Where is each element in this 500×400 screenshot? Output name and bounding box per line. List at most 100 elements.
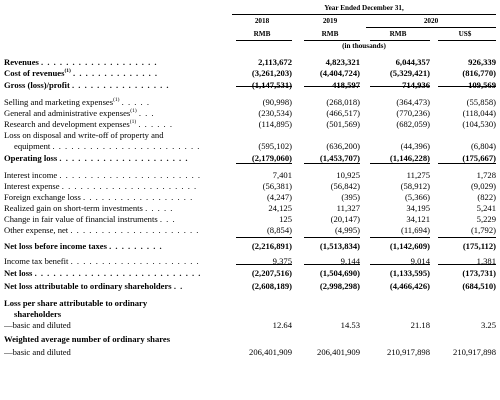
row-label-text: Income tax benefit xyxy=(4,256,69,266)
leader-dots: . . . . . . . . . . . . . . . . . . . . … xyxy=(70,225,200,235)
footnote-marker: (1) xyxy=(129,119,137,126)
footnote-marker: (1) xyxy=(130,108,137,115)
cell-2019-value: 4,823,321 xyxy=(325,57,360,67)
row-label-text: Cost of revenues xyxy=(4,68,65,78)
cell-2020-rmb-value: 34,195 xyxy=(406,203,430,213)
year-2020-heading: 2020 xyxy=(423,17,439,25)
row-label: Operating loss . . . . . . . . . . . . .… xyxy=(4,153,232,163)
leader-dots: . . . . . . . . . . . . . . . . . . xyxy=(83,192,194,202)
leader-dots: . . . . . . . . . . . . . . . . xyxy=(71,80,170,90)
row-label: —basic and diluted xyxy=(4,320,232,330)
cell-2020-usd-value: 109,569 xyxy=(468,80,496,90)
row-label-text: Loss on disposal and write-off of proper… xyxy=(4,130,164,140)
row-label-text: Revenues xyxy=(4,57,39,67)
cell-2018-value: (4,247) xyxy=(266,192,292,202)
subtotal-rule-operating-col1 xyxy=(236,163,292,164)
row-label-text: Loss per share attributable to ordinary xyxy=(4,298,148,308)
cell-2019-value: 9,144 xyxy=(340,256,360,266)
subtotal-rule-pretax-col4 xyxy=(438,237,496,238)
cell-2018-value: (2,207,516) xyxy=(251,268,292,278)
units-note: (in thousands) xyxy=(342,42,386,50)
year-2019-heading: 2019 xyxy=(322,17,338,25)
row-label: Gross (loss)/profit . . . . . . . . . . … xyxy=(4,80,232,90)
cell-2018-value: (230,534) xyxy=(258,108,292,118)
row-label-text: Gross (loss)/profit xyxy=(4,80,70,90)
row-label: Weighted average number of ordinary shar… xyxy=(4,334,232,344)
row-label-text: Other expense, net xyxy=(4,225,69,235)
row-label: Revenues . . . . . . . . . . . . . . . .… xyxy=(4,57,232,67)
cell-2020-usd-value: (175,667) xyxy=(462,153,496,163)
row-label-text: equipment xyxy=(14,141,51,151)
row-label: shareholders xyxy=(14,309,242,319)
leader-dots: . . . . . . . . . . . . . . xyxy=(73,68,159,78)
row-label: Other expense, net . . . . . . . . . . .… xyxy=(4,225,232,235)
subtotal-rule-gross-col1 xyxy=(236,86,292,87)
row-label: Change in fair value of financial instru… xyxy=(4,214,232,224)
row-label: Income tax benefit . . . . . . . . . . .… xyxy=(4,256,232,266)
cell-2020-usd-value: (9,029) xyxy=(470,181,496,191)
currency-2018-heading: RMB xyxy=(253,30,271,38)
row-label: —basic and diluted xyxy=(4,347,232,357)
cell-2020-rmb-value: 34,121 xyxy=(406,214,430,224)
row-label-text: Net loss xyxy=(4,268,33,278)
subtotal-rule-netloss-col2 xyxy=(304,264,360,265)
row-label: Realized gain on short-term investments … xyxy=(4,203,232,213)
cell-2019-value: 418,597 xyxy=(332,80,360,90)
cell-2018-value: (56,381) xyxy=(262,181,292,191)
cell-2019-value: (501,569) xyxy=(326,119,360,129)
cell-2020-usd-value: (822) xyxy=(477,192,496,202)
cell-2020-usd-value: (684,510) xyxy=(462,281,496,291)
cell-2020-usd-value: 3.25 xyxy=(480,320,496,330)
cell-2020-usd-value: (118,044) xyxy=(462,108,496,118)
cell-2020-usd-value: (1,792) xyxy=(470,225,496,235)
cell-2020-rmb-value: (1,133,595) xyxy=(389,268,430,278)
cell-2018-value: (114,895) xyxy=(258,119,292,129)
row-label: Research and development expenses(1) . .… xyxy=(4,119,232,129)
subtotal-rule-pretax-col3 xyxy=(370,237,430,238)
row-label-text: Weighted average number of ordinary shar… xyxy=(4,334,171,344)
cell-2019-value: (1,513,834) xyxy=(319,241,360,251)
cell-2020-rmb-value: 210,917,898 xyxy=(387,347,430,357)
leader-dots: . . . . . xyxy=(145,203,174,213)
header-rule-col4 xyxy=(438,40,496,41)
cell-2018-value: 7,401 xyxy=(272,170,292,180)
cell-2019-value: (636,200) xyxy=(326,141,360,151)
cell-2018-value: (8,854) xyxy=(266,225,292,235)
cell-2019-value: (56,842) xyxy=(330,181,360,191)
row-label-text: Interest income xyxy=(4,170,58,180)
cell-2019-value: 14.53 xyxy=(340,320,360,330)
cell-2020-rmb-value: (11,694) xyxy=(400,225,430,235)
row-label-text: Selling and marketing expenses xyxy=(4,97,114,107)
row-label: Interest income . . . . . . . . . . . . … xyxy=(4,170,232,180)
subtotal-rule-operating-col4 xyxy=(438,163,496,164)
cell-2020-rmb-value: (44,396) xyxy=(400,141,430,151)
row-label: General and administrative expenses(1) .… xyxy=(4,108,232,118)
currency-2019-heading: RMB xyxy=(321,30,339,38)
cell-2019-value: (20,147) xyxy=(330,214,360,224)
row-label-text: Operating loss xyxy=(4,153,58,163)
year-2018-heading: 2018 xyxy=(254,17,270,25)
row-label-text: Research and development expenses xyxy=(4,119,130,129)
leader-dots: . . xyxy=(173,281,184,291)
row-label-text: Interest expense xyxy=(4,181,60,191)
cell-2019-value: 10,925 xyxy=(336,170,360,180)
row-label-text: General and administrative expenses xyxy=(4,108,131,118)
cell-2020-usd-value: (104,530) xyxy=(462,119,496,129)
cell-2020-usd-value: 926,339 xyxy=(468,57,496,67)
cell-2020-usd-value: (173,731) xyxy=(462,268,496,278)
cell-2020-rmb-value: 6,044,357 xyxy=(395,57,430,67)
leader-dots: . . . . . . . . . . . . . . . . . . . . … xyxy=(61,181,198,191)
cell-2020-usd-value: 5,241 xyxy=(476,203,496,213)
cell-2018-value: (1,147,531) xyxy=(251,80,292,90)
cell-2019-value: (1,453,707) xyxy=(319,153,360,163)
row-label: Net loss before income taxes . . . . . .… xyxy=(4,241,232,251)
row-label: Loss on disposal and write-off of proper… xyxy=(4,130,232,140)
cell-2018-value: (2,179,060) xyxy=(251,153,292,163)
row-label: Loss per share attributable to ordinary xyxy=(4,298,232,308)
row-label-text: Realized gain on short-term investments xyxy=(4,203,143,213)
subtotal-rule-operating-col3 xyxy=(370,163,430,164)
subtotal-rule-gross-col4 xyxy=(438,86,496,87)
cell-2019-value: (4,995) xyxy=(334,225,360,235)
currency-2020-usd-heading: US$ xyxy=(458,30,472,38)
